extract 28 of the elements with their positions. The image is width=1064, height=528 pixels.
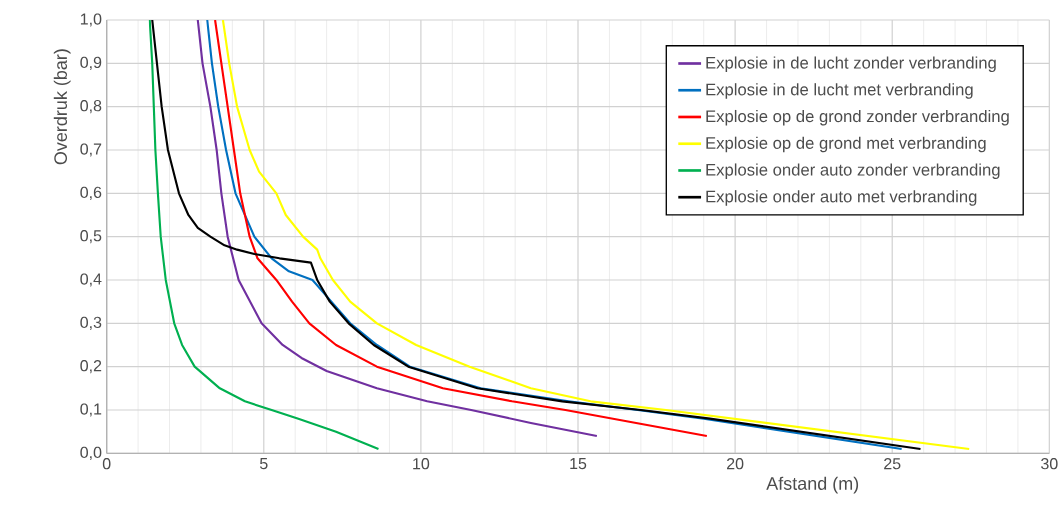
y-tick-label: 0,2: [80, 360, 102, 374]
y-tick-label: 0,9: [80, 56, 102, 70]
legend-label: Explosie op de grond zonder verbranding: [706, 109, 1009, 126]
y-tick-label: 0,5: [80, 230, 102, 244]
x-tick-label: 20: [727, 458, 744, 470]
x-tick-label: 30: [1041, 458, 1058, 470]
y-tick-label: 0,3: [80, 316, 102, 330]
y-tick-label: 0,8: [80, 100, 102, 114]
y-axis-title: Overdruk (bar): [53, 49, 71, 165]
legend-label: Explosie in de lucht zonder verbranding: [706, 56, 996, 72]
x-tick-label: 5: [259, 458, 268, 470]
legend-label: Explosie onder auto met verbranding: [706, 190, 977, 206]
y-tick-label: 0,6: [80, 186, 102, 200]
legend-label: Explosie op de grond met verbranding: [706, 136, 986, 153]
legend-label: Explosie onder auto zonder verbranding: [706, 163, 1000, 179]
x-axis-title: Afstand (m): [766, 476, 859, 494]
x-tick-label: 15: [570, 458, 587, 470]
y-tick-label: 0,7: [80, 143, 102, 157]
y-tick-label: 0,4: [80, 273, 102, 287]
x-tick-label: 10: [413, 458, 430, 470]
y-tick-label: 0,0: [80, 446, 102, 460]
line-series: [148, 19, 380, 451]
x-tick-label: 0: [102, 458, 111, 470]
x-tick-label: 25: [884, 458, 901, 470]
y-tick-label: 0,1: [80, 403, 102, 417]
y-tick-label: 1,0: [80, 13, 102, 27]
legend-label: Explosie in de lucht met verbranding: [706, 83, 973, 99]
line-series: [196, 19, 598, 438]
